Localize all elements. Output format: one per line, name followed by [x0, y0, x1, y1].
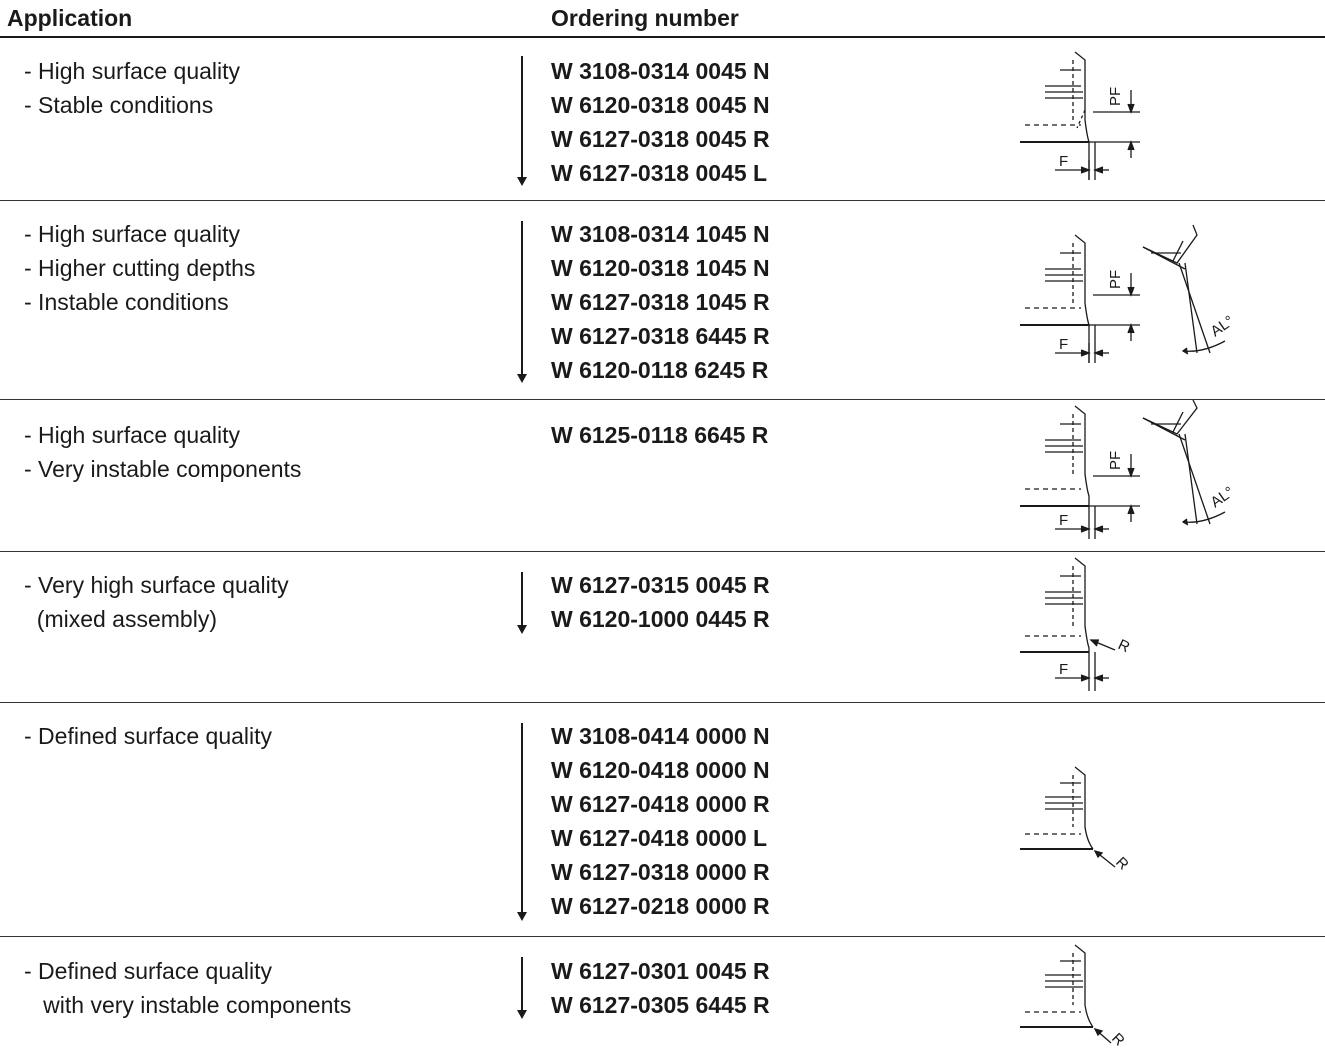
- ordering-number-cell: W 6127-0315 0045 R W 6120-1000 0445 R: [551, 568, 770, 636]
- ordering-number: W 6127-0318 6445 R: [551, 323, 770, 349]
- diagram-label: PF: [1107, 451, 1124, 470]
- application-column-header: Application: [7, 5, 133, 31]
- insert-geometry-diagram: R: [1015, 943, 1165, 1052]
- ordering-number: W 6127-0318 0000 R: [551, 859, 770, 885]
- application-cell: - High surface quality - Higher cutting …: [24, 217, 255, 319]
- table-row: - High surface quality - Very instable c…: [0, 399, 1325, 554]
- application-line: - High surface quality: [24, 221, 241, 247]
- ordering-number: W 6127-0418 0000 L: [551, 825, 768, 851]
- application-line: with very instable components: [24, 992, 352, 1018]
- down-arrow-icon: [512, 221, 532, 385]
- diagram-label: F: [1059, 336, 1068, 353]
- insert-geometry-diagram: PF F: [1015, 50, 1165, 190]
- table-row: - High surface quality - Stable conditio…: [0, 38, 1325, 201]
- application-line: - High surface quality: [24, 58, 241, 84]
- application-cell: - Defined surface quality: [24, 719, 272, 753]
- down-arrow-icon: [512, 957, 532, 1021]
- insert-geometry-diagram: R: [1015, 765, 1165, 880]
- ordering-number-cell: W 6125-0118 6645 R: [551, 418, 768, 452]
- application-line: - Defined surface quality: [24, 723, 273, 749]
- down-arrow-icon: [512, 723, 532, 923]
- ordering-number: W 6127-0218 0000 R: [551, 893, 770, 919]
- ordering-number: W 6127-0418 0000 R: [551, 791, 770, 817]
- application-line: - Very high surface quality: [24, 572, 289, 598]
- application-cell: - Defined surface quality with very inst…: [24, 954, 351, 1022]
- down-arrow-icon: [512, 56, 532, 188]
- ordering-number: W 6125-0118 6645 R: [551, 422, 769, 448]
- ordering-number: W 6127-0301 0045 R: [551, 958, 770, 984]
- ordering-number-cell: W 3108-0414 0000 N W 6120-0418 0000 N W …: [551, 719, 770, 923]
- application-line: - Stable conditions: [24, 92, 214, 118]
- ordering-number: W 3108-0314 0045 N: [551, 58, 770, 84]
- ordering-number-cell: W 3108-0314 1045 N W 6120-0318 1045 N W …: [551, 217, 770, 387]
- table-row: - Very high surface quality (mixed assem…: [0, 552, 1325, 703]
- diagram-label: AL°: [1208, 312, 1238, 340]
- ordering-number: W 6120-1000 0445 R: [551, 606, 770, 632]
- table-row: - High surface quality - Higher cutting …: [0, 201, 1325, 400]
- insert-geometry-diagram: R F: [1015, 556, 1165, 701]
- diagram-label: AL°: [1208, 483, 1238, 511]
- ordering-number: W 6120-0318 1045 N: [551, 255, 770, 281]
- application-line: - High surface quality: [24, 422, 241, 448]
- diagram-label: PF: [1107, 270, 1124, 289]
- application-cell: - High surface quality - Stable conditio…: [24, 54, 240, 122]
- application-line: - Higher cutting depths: [24, 255, 256, 281]
- ordering-number-cell: W 3108-0314 0045 N W 6120-0318 0045 N W …: [551, 54, 770, 190]
- ordering-number: W 6120-0318 0045 N: [551, 92, 770, 118]
- ordering-number-cell: W 6127-0301 0045 R W 6127-0305 6445 R: [551, 954, 770, 1022]
- ordering-number: W 6120-0118 6245 R: [551, 357, 769, 383]
- insert-geometry-diagram: PF F AL°: [1015, 399, 1265, 554]
- insert-geometry-diagram: PF F AL°: [1015, 223, 1265, 373]
- table-row: - Defined surface quality with very inst…: [0, 937, 1325, 1050]
- application-cell: - Very high surface quality (mixed assem…: [24, 568, 289, 636]
- application-cell: - High surface quality - Very instable c…: [24, 418, 301, 486]
- ordering-number: W 3108-0414 0000 N: [551, 723, 770, 749]
- diagram-label: R: [1115, 636, 1132, 656]
- ordering-number: W 6127-0315 0045 R: [551, 572, 770, 598]
- ordering-number: W 6127-0318 0045 L: [551, 160, 768, 186]
- diagram-label: F: [1059, 512, 1068, 529]
- diagram-label: F: [1059, 661, 1068, 678]
- ordering-number: W 6127-0318 0045 R: [551, 126, 770, 152]
- application-line: - Instable conditions: [24, 289, 229, 315]
- diagram-label: F: [1059, 153, 1068, 170]
- table-row: - Defined surface quality W 3108-0414 00…: [0, 703, 1325, 937]
- ordering-number: W 6120-0418 0000 N: [551, 757, 770, 783]
- ordering-number: W 6127-0305 6445 R: [551, 992, 770, 1018]
- diagram-label: PF: [1107, 87, 1124, 106]
- application-line: (mixed assembly): [24, 606, 217, 632]
- down-arrow-icon: [512, 572, 532, 636]
- application-line: - Defined surface quality: [24, 958, 273, 984]
- diagram-label: R: [1112, 854, 1132, 874]
- table-header: Application Ordering number: [0, 0, 1325, 38]
- application-line: - Very instable components: [24, 456, 302, 482]
- ordering-number: W 3108-0314 1045 N: [551, 221, 770, 247]
- ordering-number-column-header: Ordering number: [551, 5, 739, 31]
- ordering-number: W 6127-0318 1045 R: [551, 289, 770, 315]
